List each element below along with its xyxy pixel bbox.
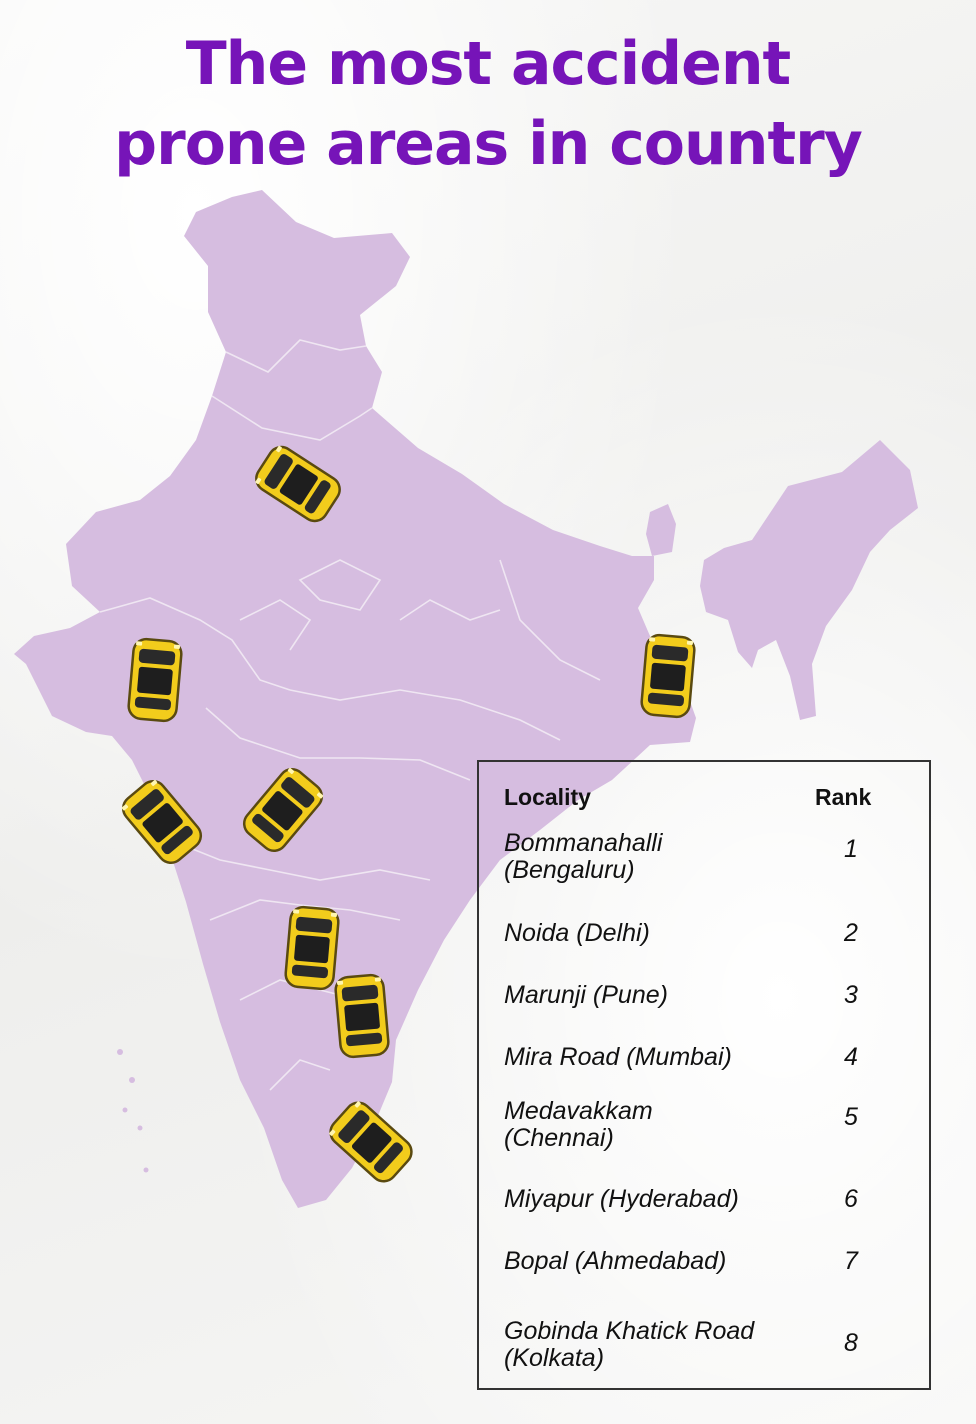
rank-value: 6 (844, 1185, 858, 1213)
taxi-car-icon (283, 904, 341, 992)
rank-value: 8 (844, 1329, 858, 1357)
rank-value: 2 (844, 919, 858, 947)
title-line-2: prone areas in country (114, 109, 863, 179)
sikkim (646, 504, 676, 556)
locality-name: Noida (Delhi) (504, 919, 650, 947)
locality-name: Mira Road (Mumbai) (504, 1043, 732, 1071)
rank-value: 7 (844, 1247, 858, 1275)
locality-name: Bopal (Ahmedabad) (504, 1247, 727, 1275)
locality-name: Medavakkam (Chennai) (504, 1097, 653, 1152)
locality-rank-legend: Locality Rank Bommanahalli (Bengaluru) 1… (477, 760, 931, 1390)
map-landmass (14, 190, 918, 1208)
rank-value: 5 (844, 1103, 858, 1131)
locality-column-header: Locality (504, 784, 591, 810)
locality-name: Bommanahalli (Bengaluru) (504, 829, 663, 884)
taxi-car-icon (639, 632, 697, 720)
rank-value: 1 (844, 835, 858, 863)
state-borders (99, 339, 601, 1091)
rank-value: 3 (844, 981, 858, 1009)
india-mainland (14, 190, 696, 1208)
taxi-car-icon (333, 972, 391, 1060)
islands (117, 1049, 149, 1173)
locality-name: Miyapur (Hyderabad) (504, 1185, 739, 1213)
title-line-1: The most accident (185, 29, 791, 99)
taxi-car-icon (126, 636, 184, 724)
india-northeast (700, 440, 918, 720)
page-title: The most accident prone areas in country (0, 24, 976, 184)
locality-name: Gobinda Khatick Road (Kolkata) (504, 1317, 755, 1372)
rank-value: 4 (844, 1043, 858, 1071)
rank-column-header: Rank (815, 784, 872, 810)
locality-name: Marunji (Pune) (504, 981, 668, 1009)
